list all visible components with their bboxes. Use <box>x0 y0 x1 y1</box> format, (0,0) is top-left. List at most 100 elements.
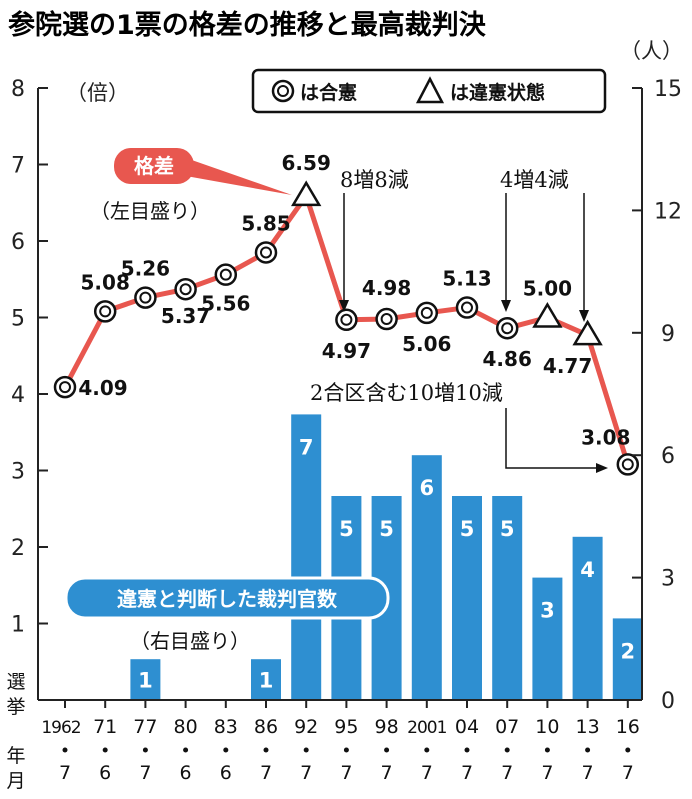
right-axis-tag: 違憲と判断した裁判官数 （右目盛り） <box>64 576 390 653</box>
x-tick-year: 83 <box>214 716 238 738</box>
x-tick-month: 7 <box>300 762 312 784</box>
left-tick-label: 8 <box>11 77 25 102</box>
x-tick-year: 07 <box>495 716 519 738</box>
bar-value-label: 5 <box>500 517 515 541</box>
x-tick-month: 7 <box>260 762 272 784</box>
x-tick-separator <box>62 747 68 753</box>
left-axis-tag-bubble <box>114 148 194 184</box>
x-tick-month: 7 <box>622 762 634 784</box>
x-tick-month: 7 <box>461 762 473 784</box>
x-tick-year: 98 <box>375 716 399 738</box>
marker-gokan-inner <box>501 322 514 335</box>
x-axis-title: 選 挙 年 月 <box>6 671 25 792</box>
left-axis-tag-pointer <box>186 158 292 195</box>
x-tick-month: 7 <box>501 762 513 784</box>
line-value-label: 5.85 <box>241 211 290 235</box>
annotation-10zou10gen: 2合区含む10増10減 <box>310 381 503 405</box>
bar-value-label: 5 <box>379 517 394 541</box>
right-tick-label: 0 <box>661 689 675 714</box>
bar-series: 1 1 7 5 5 6 5 5 3 4 2 <box>130 414 643 700</box>
right-axis-note: （右目盛り） <box>130 629 250 653</box>
line-value-label: 5.13 <box>442 267 491 291</box>
left-tick-label: 3 <box>11 460 25 485</box>
x-tick-year: 95 <box>334 716 358 738</box>
x-tick-year: 10 <box>535 716 559 738</box>
x-tick-separator <box>585 747 591 753</box>
left-tick-label: 1 <box>11 613 25 638</box>
legend-iken-label: は違憲状態 <box>450 81 545 104</box>
x-axis-title-char-1: 選 <box>6 671 25 693</box>
x-tick-separator <box>263 747 269 753</box>
right-tick-label: 3 <box>661 567 675 592</box>
annotation-4zou4gen-arrowhead-2 <box>579 310 589 322</box>
right-tick-label: 12 <box>654 199 682 224</box>
right-tick-label: 6 <box>661 444 675 469</box>
left-tick-label: 6 <box>11 230 25 255</box>
x-tick-year: 92 <box>294 716 318 738</box>
marker-gokan-inner <box>179 283 192 296</box>
line-value-label: 3.08 <box>581 425 630 449</box>
line-value-label: 5.26 <box>121 257 170 281</box>
line-value-label: 5.06 <box>402 332 451 356</box>
chart-title: 参院選の1票の格差の推移と最高裁判決 <box>8 9 487 41</box>
annotation-10zou10gen-arrow <box>505 408 598 469</box>
left-axis-note: （左目盛り） <box>90 199 210 223</box>
right-axis-unit: （人） <box>620 39 683 63</box>
bar <box>532 577 563 700</box>
x-tick-year: 71 <box>93 716 117 738</box>
x-tick-separator <box>384 747 390 753</box>
x-tick-separator <box>183 747 189 753</box>
x-tick-separator <box>544 747 550 753</box>
bar <box>612 618 643 700</box>
marker-gokan-inner <box>380 313 393 326</box>
line-value-label: 6.59 <box>282 151 331 175</box>
line-series: 4.09 5.085.26 5.375.56 5.85 6.59 4.97 4.98 5.06… <box>53 151 640 476</box>
x-tick-month: 7 <box>582 762 594 784</box>
marker-gokan-inner <box>461 301 473 314</box>
x-tick-month: 7 <box>421 762 433 784</box>
marker-gokan-inner <box>139 291 152 304</box>
bar-value-label: 1 <box>259 669 274 693</box>
marker-iken <box>291 180 322 207</box>
x-tick-year: 80 <box>174 716 198 738</box>
x-tick-month: 7 <box>541 762 553 784</box>
x-tick-month: 7 <box>381 762 393 784</box>
x-tick-separator <box>102 747 108 753</box>
right-axis-tag-label: 違憲と判断した裁判官数 <box>117 587 338 611</box>
bar <box>411 455 442 700</box>
left-axis-unit: （倍） <box>66 81 129 105</box>
annotation-8zou8gen: 8増8減 <box>340 168 409 192</box>
bar-value-label: 6 <box>419 476 434 500</box>
x-tick-month: 6 <box>180 762 192 784</box>
x-tick-year: 77 <box>133 716 157 738</box>
x-tick-separator <box>223 747 229 753</box>
x-tick-separator <box>343 747 349 753</box>
bar-value-label: 2 <box>620 639 635 663</box>
bar <box>492 496 523 700</box>
x-tick-year: 86 <box>254 716 278 738</box>
left-axis-tag-label: 格差 <box>134 154 174 178</box>
x-tick-separator <box>142 747 148 753</box>
right-tick-label: 15 <box>654 77 682 102</box>
bar <box>251 659 281 700</box>
x-tick-year: 16 <box>616 716 640 738</box>
annotations: 8増8減 4増4減 2合区含む10増10減 <box>310 168 608 473</box>
bar <box>572 536 603 700</box>
x-tick-separator <box>625 747 631 753</box>
legend-gokan-marker-inner <box>277 85 289 97</box>
bar-value-label: 7 <box>299 435 314 459</box>
x-tick-separator <box>424 747 430 753</box>
x-tick-month: 6 <box>220 762 232 784</box>
legend-iken-marker <box>415 76 445 104</box>
bar-value-label: 3 <box>540 599 555 623</box>
bar-value-label: 1 <box>138 669 153 693</box>
line-value-label: 4.09 <box>78 376 127 400</box>
x-tick-month: 7 <box>139 762 151 784</box>
x-axis-title-char-4: 月 <box>6 770 25 792</box>
right-axis-tag-bubble <box>64 576 390 620</box>
annotation-4zou4gen: 4増4減 <box>500 168 569 192</box>
marker-gokan-inner <box>420 306 433 319</box>
x-tick-year: 2001 <box>407 718 446 738</box>
marker-iken <box>532 302 563 328</box>
marker-gokan-inner <box>59 381 71 394</box>
